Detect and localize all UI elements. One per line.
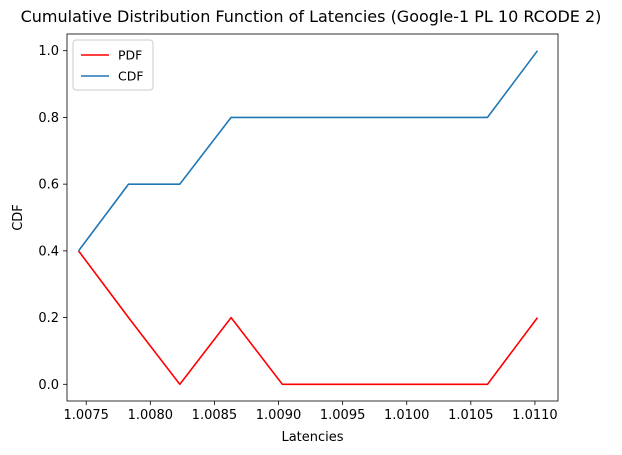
legend-label: PDF [118,48,142,63]
series-layer [77,50,539,386]
y-tick-label: 0.8 [38,111,59,126]
y-tick-label: 0.0 [38,378,59,393]
legend: PDF CDF [72,39,154,91]
y-tick-label: 0.6 [38,178,59,193]
chart-title: Cumulative Distribution Function of Late… [21,7,602,26]
x-tick-label: 1.0090 [256,408,302,423]
x-axis-label: Latencies [281,430,343,445]
x-tick-label: 1.0080 [128,408,174,423]
plot-background [67,34,558,401]
series-line-pdf [77,250,539,386]
x-tick-label: 1.0085 [192,408,238,423]
legend-box [72,39,154,91]
plot-frame [66,33,559,402]
x-tick-label: 1.0075 [63,408,109,423]
x-tick-label: 1.0100 [384,408,430,423]
legend-label: CDF [118,69,144,84]
x-tick-label: 1.0105 [448,408,494,423]
y-tick-label: 0.4 [38,244,59,259]
y-axis-label: CDF [11,204,26,231]
y-axis: 0.0 0.2 0.4 0.6 0.8 1.0 [38,44,67,393]
series-line-cdf [77,50,539,252]
x-tick-label: 1.0110 [512,408,558,423]
x-axis: 1.0075 1.0080 1.0085 1.0090 1.0095 1.0100 1.01… [63,401,558,423]
y-tick-label: 1.0 [38,44,59,59]
x-tick-label: 1.0095 [320,408,366,423]
y-tick-label: 0.2 [38,311,59,326]
plot-area [66,33,559,402]
